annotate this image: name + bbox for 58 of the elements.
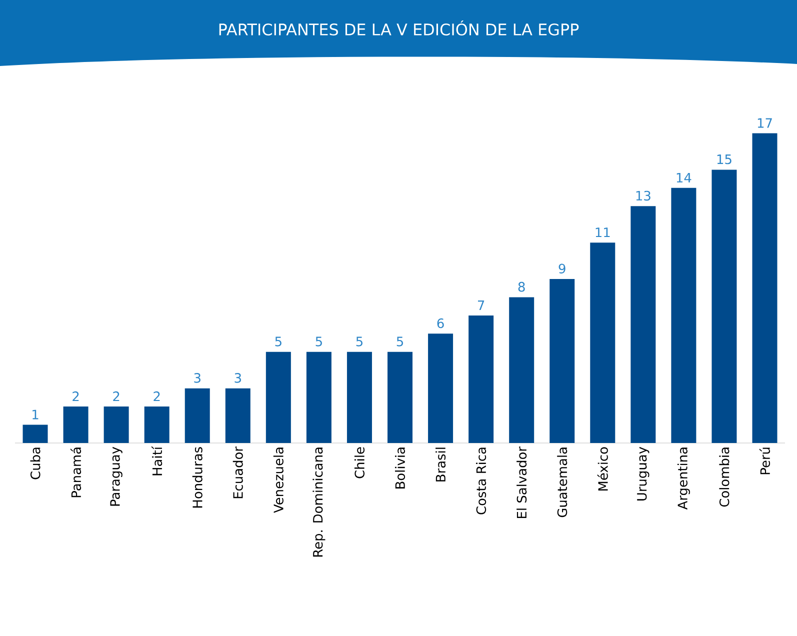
bar [630, 206, 656, 443]
data-label: 5 [275, 336, 282, 346]
data-label: 11 [596, 228, 610, 238]
x-tick-label: Panamá [70, 448, 82, 498]
data-label: 1 [32, 410, 38, 420]
data-label: 2 [72, 391, 79, 402]
x-tick-label: Honduras [192, 447, 202, 508]
bar [184, 388, 210, 443]
data-label: 2 [113, 391, 120, 402]
data-label: 13 [636, 190, 650, 201]
x-tick-label: Chile [354, 447, 364, 478]
x-tick-label: Bolivia [394, 448, 406, 488]
chart-title: PARTICIPANTES DE LA V EDICIÓN DE LA EGPP [219, 20, 579, 36]
bar [590, 242, 616, 443]
data-label: 5 [396, 336, 403, 346]
bar [144, 406, 170, 443]
x-tick-label: Paraguay [110, 446, 122, 506]
x-tick-label: México [597, 447, 608, 490]
bar [428, 334, 454, 443]
bar [22, 424, 48, 443]
x-tick-label: Venezuela [273, 448, 284, 513]
bar [225, 388, 250, 443]
x-tick-label: Brasil [436, 448, 446, 482]
x-tick-label: Cuba [30, 448, 40, 480]
bar [509, 297, 534, 443]
bar [346, 352, 372, 443]
bar [388, 352, 413, 443]
data-label: 3 [194, 373, 200, 383]
x-tick-label: Uruguay [637, 446, 650, 500]
x-tick-label: Costa Rica [476, 448, 486, 514]
x-tick-label: Argentina [677, 448, 690, 510]
x-tick-label: Guatemala [557, 448, 568, 518]
bar [550, 279, 575, 443]
data-label: 6 [437, 318, 444, 328]
bar [63, 406, 88, 443]
data-label: 2 [154, 391, 160, 402]
x-tick-label: Haití [152, 446, 162, 476]
x-tick-label: El Salvador [516, 446, 527, 518]
bar [712, 170, 737, 443]
x-tick-label: Ecuador [232, 446, 243, 498]
data-label: 9 [558, 264, 566, 274]
data-label: 7 [478, 300, 484, 310]
data-label: 15 [717, 154, 732, 164]
data-label: 17 [758, 118, 772, 128]
x-tick-label: Rep. Dominicana [312, 448, 326, 557]
bar [468, 315, 494, 443]
data-label: 8 [518, 282, 525, 292]
x-tick-label: Perú [759, 448, 770, 474]
bar [671, 188, 696, 443]
data-label: 3 [234, 373, 241, 383]
bar [104, 406, 129, 443]
data-label: 5 [356, 336, 362, 346]
bar [266, 352, 291, 443]
bar [752, 133, 778, 443]
data-label: 14 [676, 172, 692, 182]
bar [306, 352, 332, 443]
x-tick-label: Colombia [719, 448, 730, 507]
data-label: 5 [316, 336, 322, 346]
